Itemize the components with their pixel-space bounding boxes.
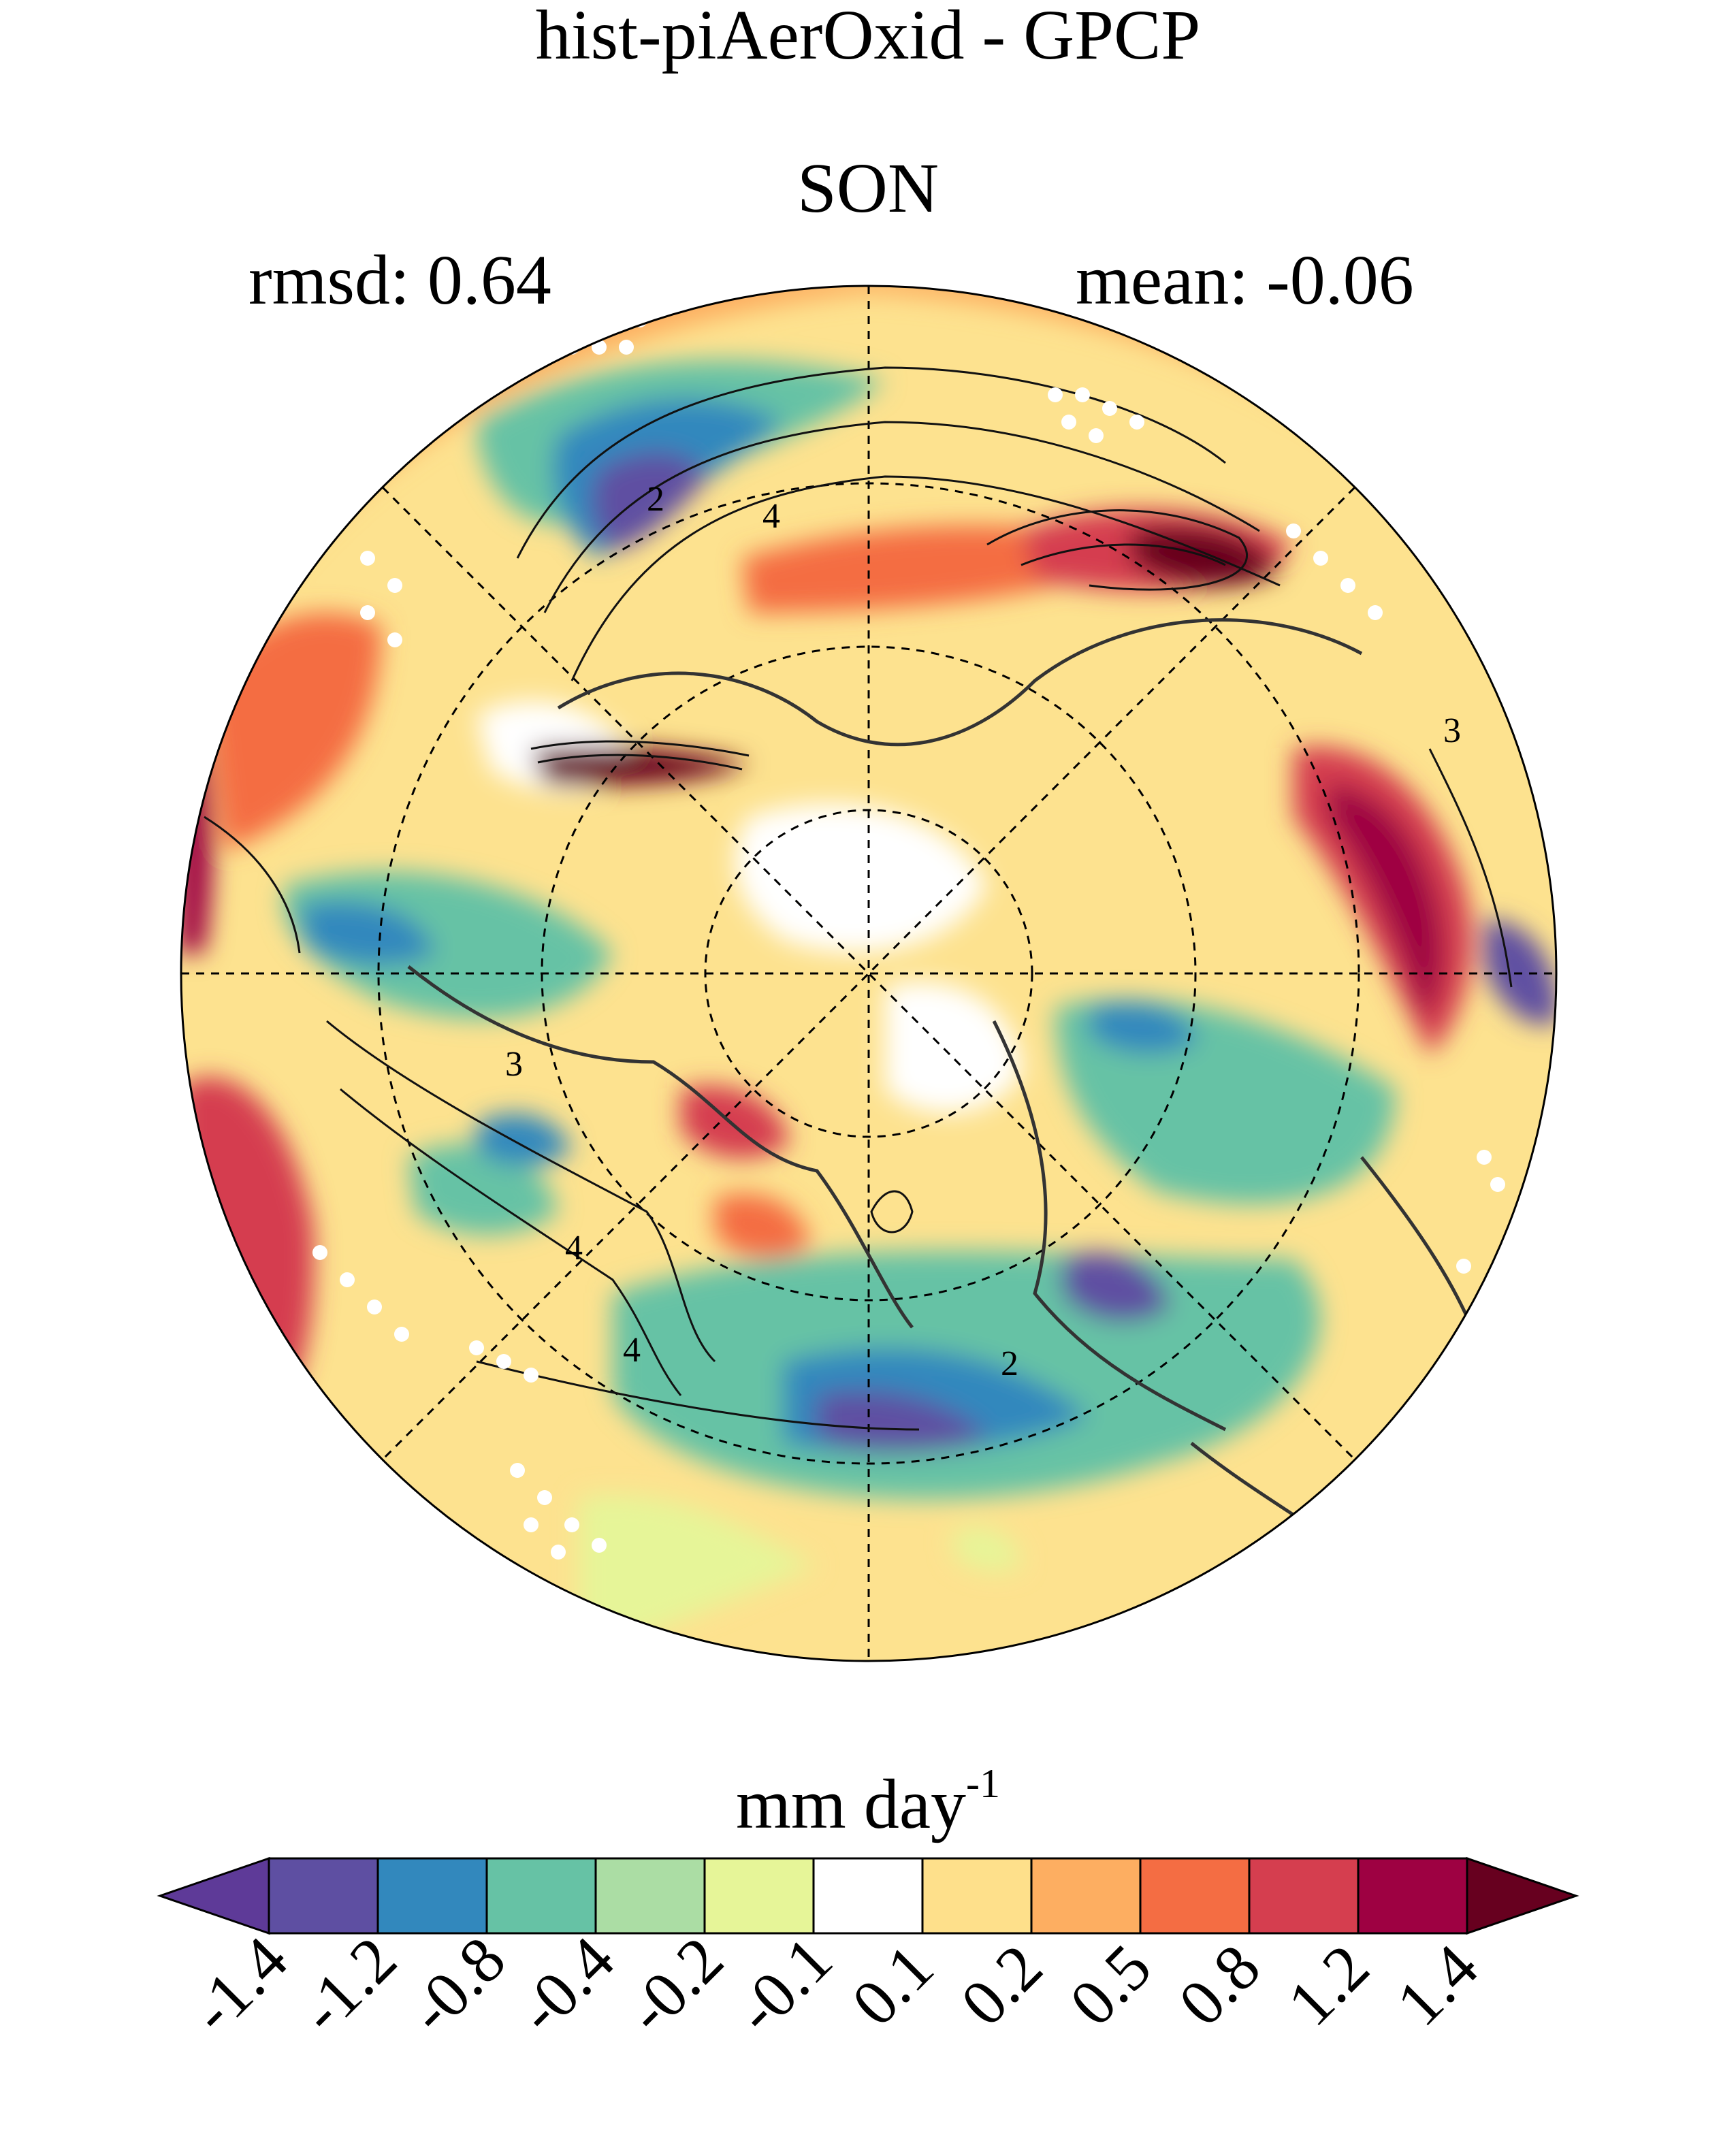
colorbar-tick-label: -0.1	[721, 1922, 846, 2047]
contour-label: 4	[623, 1331, 641, 1370]
colorbar-tick-label: 0.1	[838, 1931, 948, 2040]
colorbar-box	[1030, 1857, 1142, 1935]
colorbar: -1.4-1.2-0.8-0.4-0.2-0.10.1 0.2 0.5 0.8 1.2 1…	[157, 1856, 1579, 2047]
contour-label: 4	[762, 497, 780, 536]
colorbar-box	[376, 1857, 488, 1935]
contour-label: 2	[647, 480, 664, 519]
colorbar-tick-label: 0.5	[1056, 1931, 1166, 2040]
units-label: mm day-1	[0, 1763, 1736, 1840]
colorbar-box	[703, 1857, 815, 1935]
colorbar-tick-label: -1.2	[285, 1922, 410, 2047]
colorbar-tick-label: -0.2	[612, 1922, 737, 2047]
mean-label: mean: -0.06	[1076, 241, 1414, 319]
colorbar-box	[1357, 1857, 1468, 1935]
colorbar-tick-label: 1.2	[1274, 1931, 1383, 2040]
map-boundary	[180, 285, 1558, 1662]
polar-map: 2 4 3 3 4 4 2	[180, 285, 1558, 1662]
colorbar-box	[1248, 1857, 1360, 1935]
colorbar-box	[1139, 1857, 1251, 1935]
colorbar-tick-label: -1.4	[176, 1922, 301, 2047]
contour-label: 3	[1443, 711, 1461, 750]
colorbar-tick-label: 0.8	[1165, 1931, 1274, 2040]
precip-field	[181, 286, 1556, 1661]
colorbar-tick-label: -0.8	[394, 1922, 519, 2047]
map-title: hist-piAerOxid - GPCP	[535, 0, 1201, 74]
rmsd-label: rmsd: 0.64	[248, 241, 551, 319]
colorbar-box	[921, 1857, 1033, 1935]
colorbar-tick-label: -0.4	[503, 1922, 628, 2047]
contour-label: 3	[505, 1045, 523, 1084]
units-exponent: -1	[965, 1761, 1000, 1806]
contour-label: 2	[1001, 1344, 1018, 1383]
contour-label: 4	[565, 1229, 583, 1268]
colorbar-tick-label: 0.2	[947, 1931, 1057, 2040]
colorbar-box	[485, 1857, 597, 1935]
colorbar-tick-label: 1.4	[1383, 1931, 1492, 2040]
colorbar-box	[812, 1857, 924, 1935]
colorbar-box	[268, 1857, 379, 1935]
colorbar-extend-high	[1466, 1856, 1579, 1935]
units-base: mm day	[736, 1765, 966, 1843]
colorbar-box	[594, 1857, 706, 1935]
colorbar-extend-low	[157, 1856, 270, 1935]
season-label: SON	[797, 149, 939, 227]
